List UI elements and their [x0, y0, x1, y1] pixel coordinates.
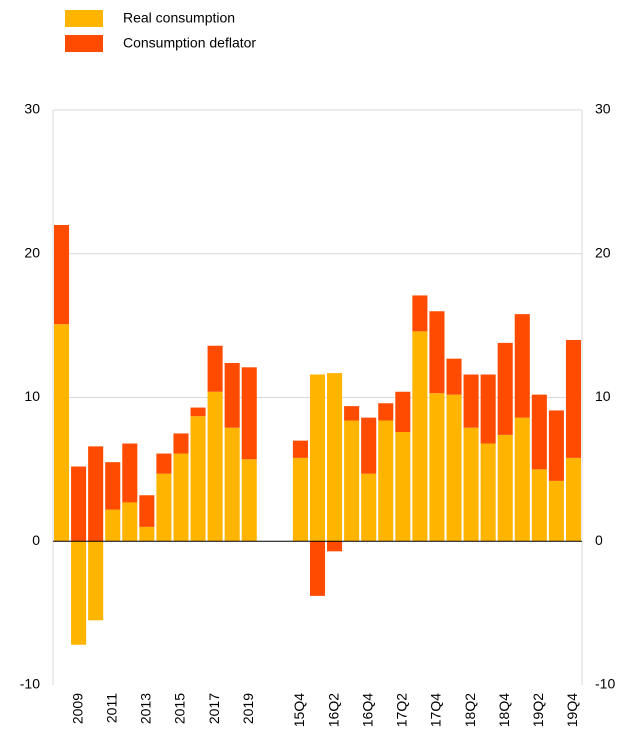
bar — [429, 311, 445, 394]
bar — [224, 363, 240, 428]
bar — [190, 416, 206, 542]
x-tick-label: 16Q2 — [325, 693, 341, 727]
bar — [54, 324, 70, 542]
bar — [531, 394, 547, 470]
x-tick-label: 2015 — [172, 693, 188, 724]
bar — [429, 393, 445, 542]
y-tick-label: 0 — [32, 532, 40, 548]
bar — [241, 367, 257, 460]
bar — [292, 457, 308, 542]
bar — [565, 340, 581, 458]
bar — [88, 541, 104, 621]
bar — [327, 541, 343, 552]
bar — [514, 314, 530, 418]
x-tick-label: 2009 — [69, 693, 85, 724]
bar — [497, 434, 513, 542]
bar — [88, 446, 104, 542]
bar — [139, 495, 155, 527]
bar — [309, 541, 326, 596]
bar — [446, 394, 462, 542]
bar — [446, 358, 462, 395]
x-tick-label: 19Q4 — [564, 693, 580, 727]
bar — [497, 342, 513, 435]
bar — [378, 403, 394, 421]
bar — [173, 433, 189, 454]
legend-label: Consumption deflator — [123, 35, 256, 51]
bar — [224, 427, 240, 542]
x-tick-label: 18Q4 — [496, 693, 512, 727]
bar — [156, 453, 172, 474]
bar — [122, 502, 138, 542]
bar — [71, 541, 87, 645]
bar — [122, 443, 138, 503]
bar — [173, 453, 189, 542]
x-tick-label: 16Q4 — [359, 693, 375, 727]
bar — [105, 509, 121, 542]
y2-tick-label: 0 — [595, 532, 603, 548]
y-tick-label: 20 — [24, 244, 40, 260]
x-tick-label: 19Q2 — [530, 693, 546, 727]
legend-label: Real consumption — [123, 10, 235, 26]
bar — [463, 374, 479, 428]
x-tick-label: 18Q2 — [462, 693, 478, 727]
bar — [548, 410, 564, 481]
x-tick-label: 2019 — [240, 693, 256, 724]
bar — [412, 331, 428, 542]
y2-tick-label: 10 — [595, 388, 611, 404]
bar — [309, 374, 326, 542]
y2-tick-label: 30 — [595, 101, 611, 117]
bar — [241, 459, 257, 542]
bar — [565, 457, 581, 542]
x-tick-label: 15Q4 — [291, 693, 307, 727]
bar — [463, 427, 479, 542]
bar — [190, 407, 206, 417]
bar — [207, 345, 223, 392]
bar — [54, 225, 70, 325]
bar — [395, 432, 411, 542]
y-tick-label: -10 — [20, 676, 40, 692]
y2-tick-label: -10 — [595, 676, 615, 692]
y2-tick-label: 20 — [595, 244, 611, 260]
y-tick-label: 10 — [24, 388, 40, 404]
bar — [139, 526, 155, 542]
bar — [361, 417, 377, 474]
y-tick-label: 30 — [24, 101, 40, 117]
bar — [395, 391, 411, 432]
x-tick-label: 2017 — [206, 693, 222, 724]
bar — [344, 406, 360, 421]
bar — [514, 417, 530, 542]
x-tick-label: 17Q4 — [428, 693, 444, 727]
bar — [105, 462, 121, 510]
bar — [548, 480, 564, 542]
legend-swatch — [65, 10, 103, 27]
bar — [156, 473, 172, 542]
bar — [207, 391, 223, 542]
bar — [531, 469, 547, 542]
bar — [480, 443, 496, 542]
x-tick-label: 2011 — [103, 693, 119, 723]
bar — [71, 466, 87, 542]
x-tick-label: 17Q2 — [394, 693, 410, 727]
bar — [361, 473, 377, 542]
x-tick-label: 2013 — [138, 693, 154, 724]
bar — [480, 374, 496, 444]
bar — [344, 420, 360, 542]
bar — [292, 440, 308, 458]
bar — [378, 420, 394, 542]
bar — [327, 373, 343, 542]
bar — [412, 295, 428, 332]
legend-swatch — [65, 35, 103, 52]
